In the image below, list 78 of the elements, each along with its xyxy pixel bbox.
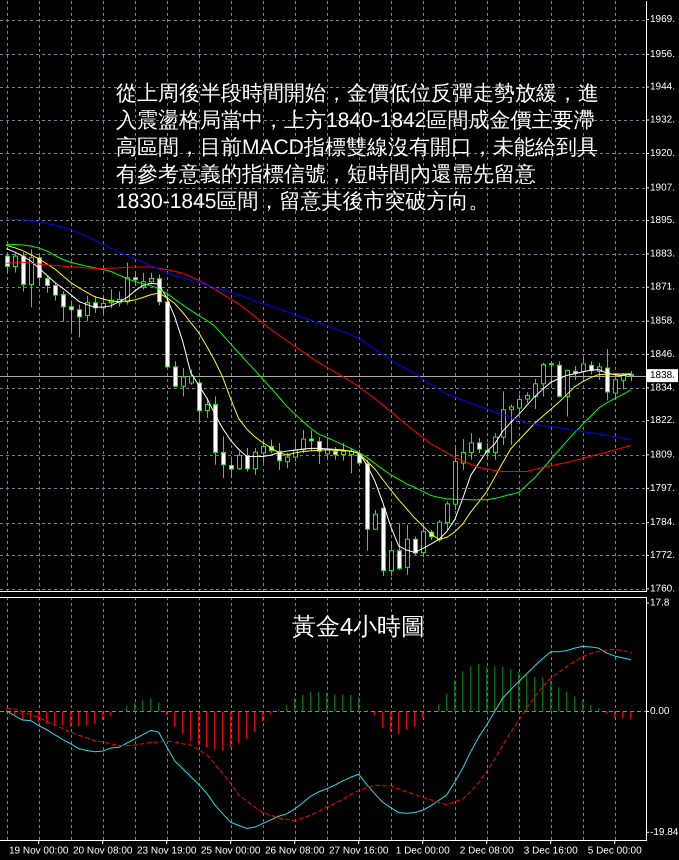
y-tick-label: 1944. bbox=[650, 82, 676, 93]
candlestick bbox=[477, 437, 482, 454]
candlestick bbox=[61, 290, 66, 322]
candlestick bbox=[85, 295, 90, 322]
y-tick-label: 1956. bbox=[650, 48, 676, 60]
x-tick-label: 5 Dec 00:00 bbox=[588, 846, 642, 856]
candlestick bbox=[301, 429, 306, 454]
y-tick-label: 1932. bbox=[650, 114, 676, 126]
candlestick bbox=[205, 397, 210, 418]
candlestick bbox=[245, 448, 250, 472]
candlestick bbox=[333, 446, 338, 460]
y-tick-label: 1834. bbox=[650, 382, 676, 394]
candlestick bbox=[421, 524, 426, 558]
x-tick-label: 19 Nov 00:00 bbox=[8, 846, 69, 856]
y-tick-label: 0.00 bbox=[650, 706, 670, 717]
candlestick bbox=[509, 404, 514, 446]
candlestick bbox=[189, 369, 194, 386]
y-tick-label: 1797. bbox=[650, 482, 676, 494]
y-tick-label: 1871. bbox=[650, 282, 676, 293]
y-tick-label: 1760. bbox=[650, 583, 676, 594]
candlestick bbox=[309, 430, 314, 452]
x-tick-label: 3 Dec 16:00 bbox=[524, 846, 578, 856]
candlestick bbox=[229, 456, 234, 479]
candlestick bbox=[533, 378, 538, 410]
candlestick bbox=[13, 252, 18, 273]
y-tick-label: 17.8 bbox=[650, 598, 670, 609]
y-tick-label: 1883. bbox=[650, 248, 676, 260]
candlestick bbox=[133, 272, 138, 287]
y-tick-label: 1895. bbox=[650, 214, 676, 226]
y-tick-label: 1822. bbox=[650, 415, 676, 426]
candlestick bbox=[389, 541, 394, 577]
candlestick bbox=[461, 438, 466, 470]
candlestick bbox=[517, 394, 522, 414]
y-tick-label: 1784. bbox=[650, 517, 676, 528]
text: 黃金4小時圖 bbox=[292, 614, 426, 640]
candlestick bbox=[541, 362, 546, 397]
x-tick-label: 2 Dec 08:00 bbox=[460, 846, 514, 856]
candlestick bbox=[237, 450, 242, 470]
x-tick-label: 20 Nov 08:00 bbox=[72, 846, 133, 856]
candlestick bbox=[45, 275, 50, 294]
x-tick-label: 1 Dec 00:00 bbox=[396, 846, 450, 856]
x-tick-label: 26 Nov 08:00 bbox=[264, 846, 325, 856]
candlestick bbox=[173, 360, 178, 388]
candlestick bbox=[77, 304, 82, 338]
candlestick bbox=[69, 300, 74, 332]
y-tick-label: 1920. bbox=[650, 148, 676, 159]
candlestick bbox=[525, 392, 530, 404]
candlestick bbox=[437, 519, 442, 542]
candlestick bbox=[253, 448, 258, 476]
y-tick-label: 1907. bbox=[650, 182, 676, 194]
x-tick-label: 27 Nov 16:00 bbox=[328, 846, 389, 856]
candlestick bbox=[605, 348, 610, 401]
ref-line-label: 1838. bbox=[650, 370, 676, 382]
x-tick-label: 25 Nov 00:00 bbox=[200, 846, 261, 856]
y-tick-label: 1858. bbox=[650, 316, 676, 327]
candlestick bbox=[469, 432, 474, 460]
line-series bbox=[6, 218, 632, 440]
y-tick-label: 1846. bbox=[650, 348, 676, 360]
candlestick bbox=[53, 282, 58, 301]
y-tick-label: -19.84 bbox=[650, 826, 679, 838]
candlestick bbox=[285, 452, 290, 469]
y-tick-label: 1772. bbox=[650, 550, 676, 561]
candlestick bbox=[221, 436, 226, 479]
candlestick bbox=[445, 500, 450, 531]
candlestick bbox=[5, 252, 10, 274]
candlestick bbox=[341, 442, 346, 462]
candlestick bbox=[581, 357, 586, 380]
x-tick-label: 23 Nov 19:00 bbox=[136, 846, 197, 856]
candlestick bbox=[613, 376, 618, 400]
candlestick bbox=[373, 509, 378, 531]
candlestick bbox=[261, 441, 266, 464]
y-tick-label: 1809. bbox=[650, 449, 676, 460]
y-tick-label: 1969. bbox=[650, 14, 676, 26]
candlestick bbox=[149, 272, 154, 285]
candlestick bbox=[549, 360, 554, 386]
candlestick bbox=[93, 296, 98, 314]
annotation: 從上周後半段時間開始，金價低位反彈走勢放緩，進入震盪格局當中，上方1840-1842區間成金價主要滯高區間，目前MACD指標雙線沒有開口，未能給到具有參考意義的指標信號，短時間內還需先留意1830-1845區間，留意其後市突破方向。 bbox=[116, 81, 600, 215]
candlestick bbox=[181, 368, 186, 397]
